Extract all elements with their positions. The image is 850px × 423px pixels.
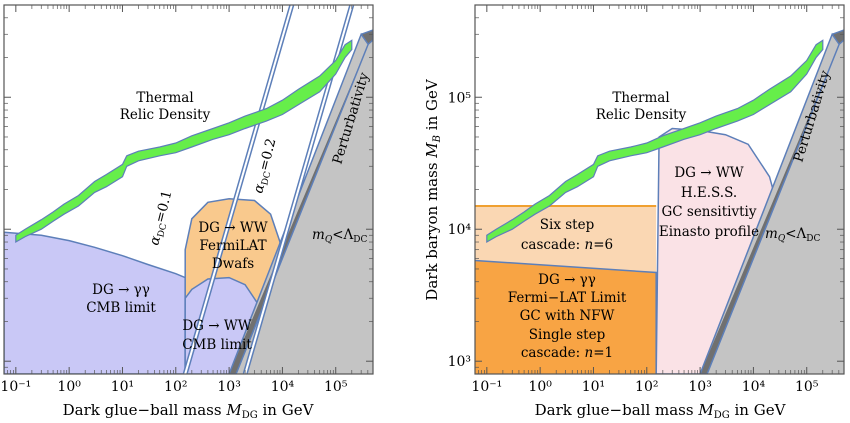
perturbativity-boundary-band [699, 29, 844, 374]
perturbativity-region [700, 30, 844, 374]
fermilat-label-line2: FermiLAT [199, 238, 266, 254]
thermal-label-line1: Thermal [612, 90, 669, 106]
gc-label-line5: cascade: n=1 [521, 345, 613, 361]
left-plot-area [4, 5, 373, 374]
gc-label-line1: DG → γγ [538, 272, 596, 288]
hess-label-line4: Einasto profile [659, 224, 759, 240]
gc-label-line3: GC with NFW [520, 308, 615, 324]
hess-label-line3: GC sensitivtiy [661, 204, 756, 220]
x-tick-label: 10² [164, 379, 187, 395]
right-plot-area [475, 5, 844, 374]
alpha-0.1-label: αDC=0.1 [146, 189, 177, 248]
mq-lambda-label: mQ<ΛDC [312, 227, 367, 245]
thermal-relic-band [15, 39, 353, 244]
x-tick-label: 10¹ [111, 379, 134, 395]
fermi-gc-region [475, 260, 657, 374]
gamma-cmb-label-line2: CMB limit [86, 300, 156, 316]
x-tick-label: 10⁵ [795, 379, 819, 395]
six-step-label-line2: cascade: n=6 [521, 237, 613, 253]
thermal-label-line1: Thermal [136, 90, 193, 106]
thermal-relic-band [486, 39, 824, 244]
x-tick-label: 10³ [688, 379, 711, 395]
alpha-dc-0.1-line-inner [184, 5, 293, 374]
mq-lambda-label: mQ<ΛDC [765, 226, 820, 244]
left-axis-ticks: 10⁻¹ 10⁰ 10¹ 10² 10³ 10⁴ 10⁵ [0, 5, 373, 395]
perturbativity-boundary-band [228, 29, 373, 374]
x-tick-label: 10⁻¹ [471, 379, 502, 395]
right-axis-ticks: 10⁻¹ 10⁰ 10¹ 10² 10³ 10⁴ 10⁵ 10³ 10⁴ 10⁵ [448, 5, 844, 395]
x-tick-label: 10² [635, 379, 658, 395]
six-step-label-line1: Six step [540, 217, 594, 233]
left-chart-panel: 10⁻¹ 10⁰ 10¹ 10² 10³ 10⁴ 10⁵ Thermal Relic Den… [0, 4, 374, 421]
x-tick-label: 10³ [217, 379, 240, 395]
y-tick-label: 10⁵ [448, 90, 472, 106]
ww-cmb-label-line1: DG → WW [182, 318, 251, 334]
ww-cmb-label-line2: CMB limit [182, 337, 252, 353]
x-tick-label: 10⁰ [57, 379, 81, 395]
gamma-cmb-label-line1: DG → γγ [92, 282, 150, 298]
right-y-axis-title: Dark baryon mass MB in GeV [423, 78, 443, 301]
perturbativity-region [229, 30, 373, 374]
right-x-axis-title: Dark glue−ball mass MDG in GeV [535, 401, 787, 421]
left-x-axis-title: Dark glue−ball mass MDG in GeV [63, 401, 315, 421]
hess-label-line1: DG → WW [674, 165, 743, 181]
thermal-label-line2: Relic Density [596, 107, 687, 123]
thermal-label-line2: Relic Density [120, 107, 211, 123]
gc-label-line2: Fermi−LAT Limit [508, 290, 627, 306]
y-tick-label: 10³ [448, 354, 471, 370]
x-tick-label: 10¹ [582, 379, 605, 395]
x-tick-label: 10⁴ [271, 379, 295, 395]
fermilat-label-line3: Dwafs [212, 256, 254, 272]
x-tick-label: 10⁴ [742, 379, 766, 395]
x-tick-label: 10⁰ [528, 379, 552, 395]
y-tick-label: 10⁴ [448, 222, 472, 238]
alpha-0.2-label: αDC=0.2 [250, 137, 281, 196]
gc-label-line4: Single step [529, 327, 606, 343]
fermilat-label-line1: DG → WW [198, 220, 267, 236]
x-tick-label: 10⁵ [324, 379, 348, 395]
x-tick-label: 10⁻¹ [0, 379, 31, 395]
hess-label-line2: H.E.S.S. [681, 185, 737, 201]
